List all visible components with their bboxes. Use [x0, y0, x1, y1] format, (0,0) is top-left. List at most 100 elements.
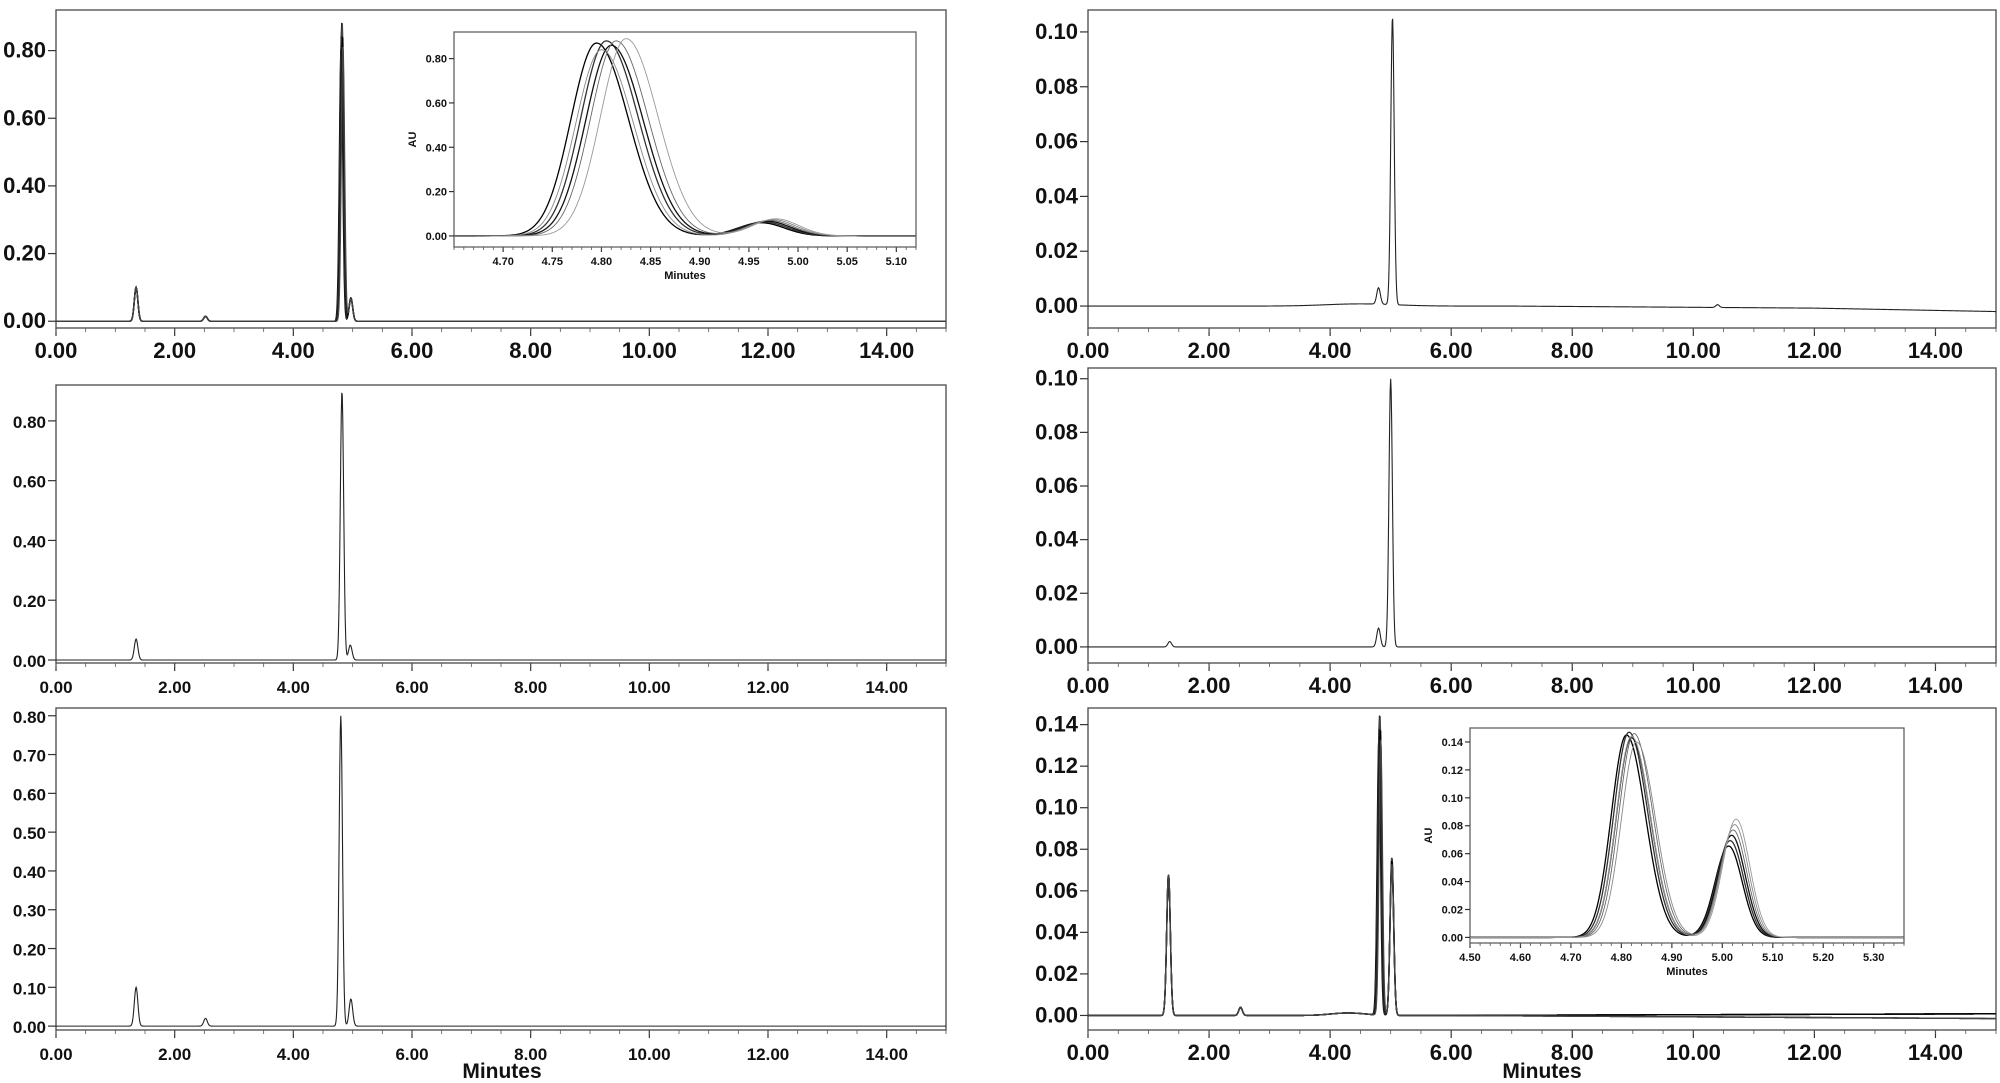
- top-left-inset-x-tick-label: 5.05: [836, 256, 857, 268]
- bottom-right-inset-x-label: Minutes: [1666, 966, 1708, 978]
- top-left-inset-plot-frame: [453, 31, 917, 248]
- top-left-x-tick-label: 4.00: [272, 338, 315, 363]
- middle-right-x-tick-label: 8.00: [1551, 673, 1594, 698]
- middle-right-y-tick-label: 0.08: [1035, 419, 1078, 444]
- middle-left-x-tick-label: 12.00: [747, 678, 790, 697]
- bottom-left-x-tick-label: 14.00: [865, 1045, 908, 1064]
- top-left-y-tick-label: 0.60: [3, 105, 46, 130]
- middle-right-x-tick-label: 12.00: [1787, 673, 1842, 698]
- top-left-inset-y-tick-label: 0.60: [426, 98, 447, 110]
- top-right-y-tick-label: 0.10: [1035, 19, 1078, 44]
- bottom-left-y-tick-label: 0.20: [13, 941, 46, 960]
- top-left-inset-trace: [454, 38, 916, 237]
- middle-left-x-tick-label: 6.00: [395, 678, 428, 697]
- top-left-x-tick-label: 0.00: [35, 338, 78, 363]
- top-right-x-tick-label: 2.00: [1188, 338, 1231, 363]
- bottom-right-inset-y-tick-label: 0.00: [1442, 932, 1463, 944]
- top-left-x-tick-label: 2.00: [153, 338, 196, 363]
- bottom-right-x-tick-label: 12.00: [1787, 1040, 1842, 1065]
- bottom-right-inset-x-tick-label: 4.50: [1459, 952, 1480, 964]
- bottom-right-y-tick-label: 0.08: [1035, 836, 1078, 861]
- middle-left-x-tick-label: 10.00: [628, 678, 671, 697]
- bottom-right-x-tick-label: 0.00: [1067, 1040, 1110, 1065]
- top-right-x-tick-label: 10.00: [1666, 338, 1721, 363]
- bottom-right-inset-y-tick-label: 0.14: [1442, 737, 1464, 749]
- middle-left-x-tick-label: 2.00: [158, 678, 191, 697]
- top-left-inset-y-tick-label: 0.80: [426, 54, 447, 66]
- top-right-x-tick-label: 0.00: [1067, 338, 1110, 363]
- top-left-inset-x-label: Minutes: [664, 270, 706, 282]
- middle-right-y-tick-label: 0.04: [1035, 527, 1079, 552]
- bottom-left-y-tick-label: 0.70: [13, 747, 46, 766]
- top-left-inset-x-tick-label: 4.95: [738, 256, 759, 268]
- middle-left-plot-frame: [55, 384, 947, 664]
- top-right-x-tick-label: 14.00: [1908, 338, 1963, 363]
- bottom-right-y-tick-label: 0.04: [1035, 919, 1079, 944]
- bottom-left-y-tick-label: 0.10: [13, 979, 46, 998]
- top-right-plot-frame: [1087, 9, 1997, 329]
- top-left-y-tick-label: 0.80: [3, 38, 46, 63]
- bottom-left-y-tick-label: 0.80: [13, 708, 46, 727]
- top-left-inset-y-tick-label: 0.40: [426, 142, 447, 154]
- middle-right-x-tick-label: 4.00: [1309, 673, 1352, 698]
- bottom-right-x-tick-label: 10.00: [1666, 1040, 1721, 1065]
- top-right-y-tick-label: 0.06: [1035, 129, 1078, 154]
- bottom-right-inset-y-tick-label: 0.02: [1442, 904, 1463, 916]
- panel-top-left: 0.00 2.00 4.00 6.00 8.00 10.00 12.00 14.00 0.00 0…: [3, 9, 947, 363]
- top-left-y-tick-label: 0.40: [3, 173, 46, 198]
- top-left-x-tick-label: 10.00: [622, 338, 677, 363]
- x-axis-title-left: Minutes: [462, 1060, 541, 1083]
- middle-left-x-tick-label: 4.00: [277, 678, 310, 697]
- bottom-right-inset-x-tick-label: 4.90: [1661, 952, 1682, 964]
- panel-middle-left: 0.00 2.00 4.00 6.00 8.00 10.00 12.00 14.00 0.00 0…: [13, 384, 947, 697]
- panel-bottom-right: 0.00 2.00 4.00 6.00 8.00 10.00 12.00 14.00 0.00 0…: [1035, 707, 1997, 1065]
- top-left-x-tick-label: 8.00: [509, 338, 552, 363]
- bottom-right-y-tick-label: 0.14: [1035, 712, 1079, 737]
- bottom-left-y-tick-label: 0.60: [13, 785, 46, 804]
- bottom-right-x-tick-label: 8.00: [1551, 1040, 1594, 1065]
- top-right-x-tick-label: 12.00: [1787, 338, 1842, 363]
- middle-left-y-tick-label: 0.20: [13, 592, 46, 611]
- top-left-inset-x-tick-label: 4.75: [542, 256, 563, 268]
- bottom-right-inset-x-tick-label: 5.30: [1863, 952, 1884, 964]
- middle-left-trace: [56, 392, 946, 661]
- top-left-x-tick-label: 12.00: [740, 338, 795, 363]
- top-right-y-tick-label: 0.04: [1035, 183, 1079, 208]
- middle-left-y-tick-label: 0.80: [13, 413, 46, 432]
- panel-bottom-left: 0.00 2.00 4.00 6.00 8.00 10.00 12.00 14.00 0.00 0…: [13, 707, 947, 1064]
- bottom-right-inset-y-tick-label: 0.12: [1442, 765, 1463, 777]
- bottom-left-x-tick-label: 10.00: [628, 1045, 671, 1064]
- middle-right-x-tick-label: 10.00: [1666, 673, 1721, 698]
- top-left-inset-x-tick-label: 4.80: [591, 256, 612, 268]
- middle-right-trace: [1088, 378, 1996, 648]
- top-left-x-tick-label: 14.00: [859, 338, 914, 363]
- bottom-left-x-tick-label: 2.00: [158, 1045, 191, 1064]
- bottom-right-y-tick-label: 0.00: [1035, 1002, 1078, 1027]
- bottom-right-x-tick-label: 2.00: [1188, 1040, 1231, 1065]
- bottom-right-inset-y-tick-label: 0.08: [1442, 821, 1463, 833]
- top-left-inset-x-tick-label: 4.70: [492, 256, 513, 268]
- bottom-left-x-tick-label: 4.00: [277, 1045, 310, 1064]
- middle-left-y-tick-label: 0.40: [13, 532, 46, 551]
- bottom-right-inset-x-tick-label: 5.10: [1762, 952, 1783, 964]
- middle-left-y-tick-label: 0.00: [13, 652, 46, 671]
- bottom-right-inset: 4.50 4.60 4.70 4.80 4.90 5.00 5.10 5.20 5.30 0.00…: [1423, 727, 1905, 978]
- middle-right-x-tick-label: 2.00: [1188, 673, 1231, 698]
- top-left-inset-y-tick-label: 0.00: [426, 231, 447, 243]
- bottom-right-inset-y-tick-label: 0.04: [1442, 877, 1464, 889]
- top-right-x-tick-label: 8.00: [1551, 338, 1594, 363]
- top-left-inset-y-label: AU: [407, 132, 419, 148]
- middle-right-y-tick-label: 0.02: [1035, 580, 1078, 605]
- top-left-inset-x-tick-label: 4.90: [689, 256, 710, 268]
- bottom-right-inset-x-tick-label: 4.60: [1510, 952, 1531, 964]
- middle-left-x-tick-label: 8.00: [514, 678, 547, 697]
- top-right-x-tick-label: 6.00: [1430, 338, 1473, 363]
- top-right-x-tick-label: 4.00: [1309, 338, 1352, 363]
- bottom-left-x-tick-label: 0.00: [39, 1045, 72, 1064]
- bottom-left-x-tick-label: 6.00: [395, 1045, 428, 1064]
- bottom-right-inset-x-tick-label: 5.20: [1813, 952, 1834, 964]
- top-left-trace: [56, 46, 946, 322]
- top-right-y-tick-label: 0.08: [1035, 74, 1078, 99]
- top-left-y-tick-label: 0.00: [3, 308, 46, 333]
- bottom-left-trace: [56, 715, 946, 1027]
